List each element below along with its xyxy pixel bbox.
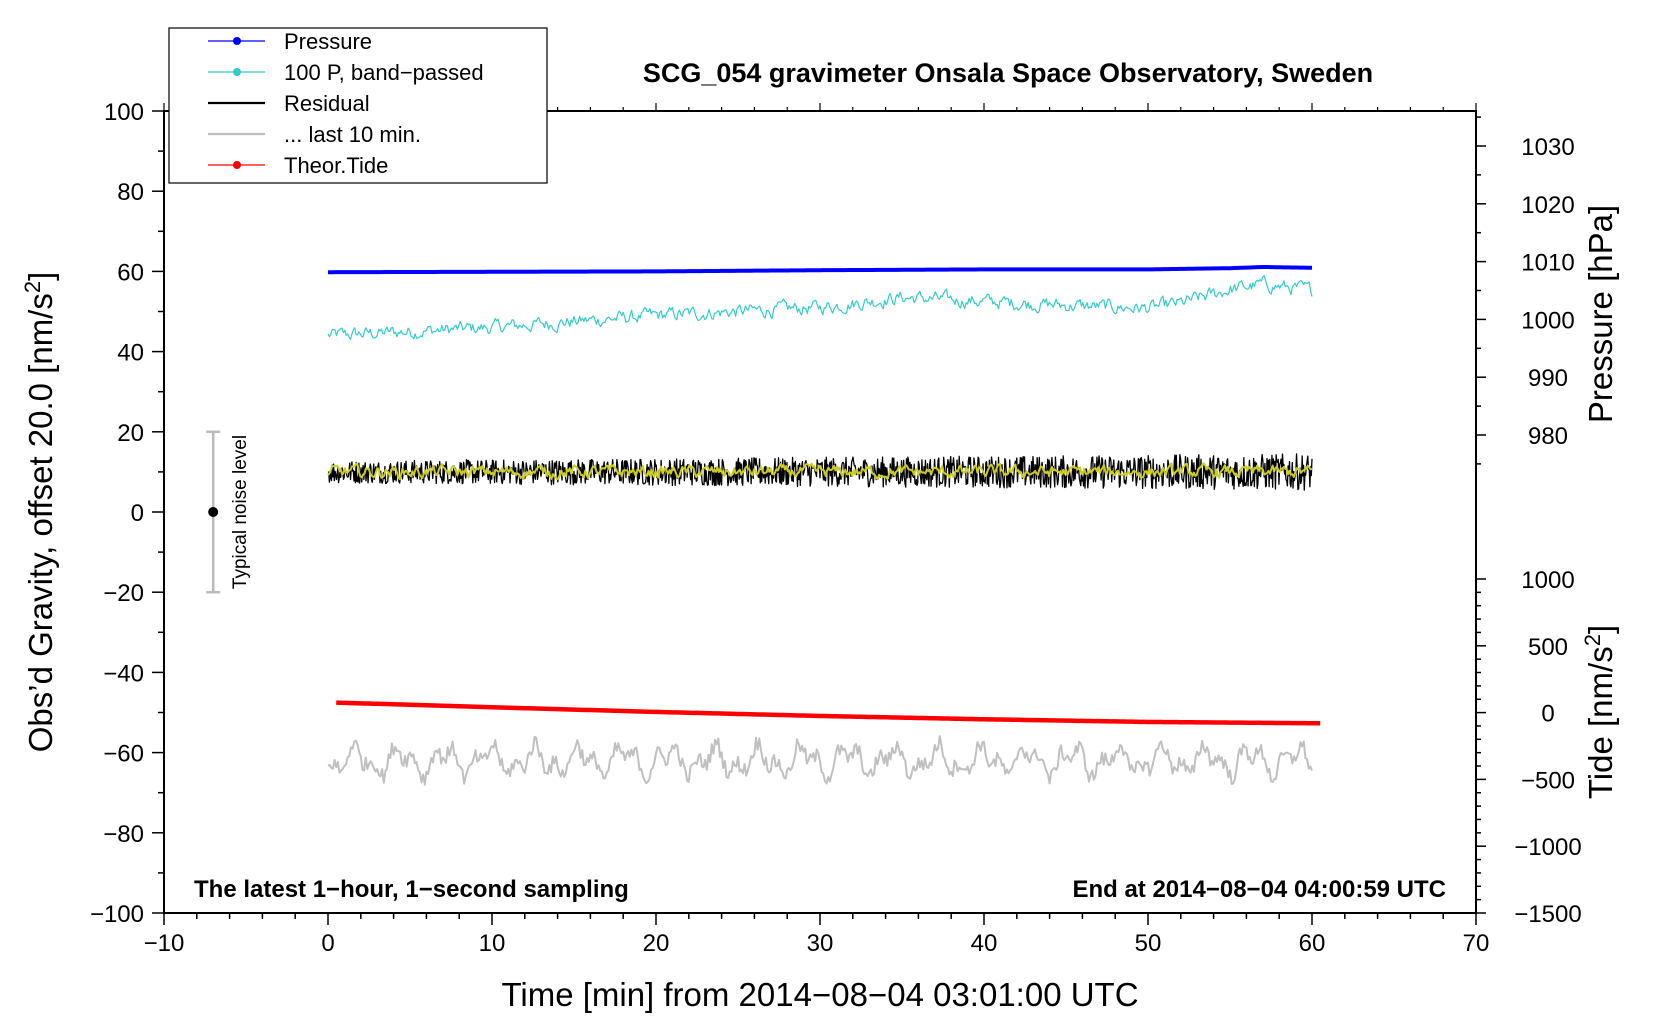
tide-tick-label: −1000 — [1514, 834, 1581, 861]
y-tick-label: 40 — [117, 340, 144, 367]
y-axis-title: Obs’d Gravity, offset 20.0 [nm/s2] — [20, 272, 59, 753]
series-100-p-band-passed — [327, 275, 1313, 340]
tide-tick-label: 500 — [1528, 634, 1568, 661]
y-tick-label: 80 — [117, 179, 144, 206]
series--last-10-min- — [327, 735, 1313, 786]
series-residual-smoothed — [327, 462, 1313, 481]
tide-axis-title-main: Tide [nm/s — [1582, 646, 1619, 799]
x-tick-label: 0 — [321, 930, 334, 957]
pressure-tick-label: 1010 — [1521, 250, 1574, 277]
sampling-note: The latest 1−hour, 1−second sampling — [194, 876, 629, 903]
y-tick-label: −80 — [103, 821, 144, 848]
tide-tick-label: −1500 — [1514, 901, 1581, 928]
x-tick-label: −10 — [144, 930, 185, 957]
legend-label: 100 P, band−passed — [284, 60, 484, 85]
tide-axis-title-end: ] — [1582, 625, 1619, 634]
tide-tick-label: 1000 — [1521, 567, 1574, 594]
chart-title: SCG_054 gravimeter Onsala Space Observat… — [643, 58, 1373, 88]
y-axis-left: −100 −80 −60 −40 −20 0 20 40 60 80 100 — [90, 99, 164, 928]
noise-level-indicator — [206, 430, 221, 594]
y-axis-title-end: ] — [22, 272, 59, 281]
x-tick-label: 70 — [1463, 930, 1490, 957]
noise-bar-center — [208, 507, 219, 517]
series-theor-tide — [336, 700, 1321, 726]
legend: Pressure 100 P, band−passed Residual ... la… — [168, 27, 548, 184]
pressure-tick-label: 990 — [1528, 365, 1568, 392]
legend-label: Theor.Tide — [284, 153, 388, 178]
x-tick-label: 20 — [643, 930, 670, 957]
noise-level-label: Typical noise level — [230, 435, 251, 589]
y-tick-label: 20 — [117, 420, 144, 447]
y-axis-tide: −1500 −1000 −500 0 500 1000 — [1476, 567, 1582, 928]
x-tick-label: 40 — [971, 930, 998, 957]
x-tick-label: 50 — [1135, 930, 1162, 957]
y-tick-label: 100 — [104, 99, 144, 126]
y-axis-title-main: Obs’d Gravity, offset 20.0 [nm/s — [22, 293, 59, 752]
y-axis-title-sup: 2 — [20, 281, 45, 293]
legend-marker — [233, 161, 241, 169]
pressure-tick-label: 980 — [1528, 423, 1568, 450]
pressure-axis-title: Pressure [hPa] — [1582, 205, 1619, 423]
y-axis-pressure: 980 990 1000 1010 1020 1030 — [1476, 116, 1575, 465]
x-axis: −10 0 10 20 30 40 50 60 70 — [144, 103, 1490, 957]
legend-box — [168, 27, 548, 184]
legend-label: ... last 10 min. — [284, 122, 421, 147]
plot-frame — [163, 110, 1477, 914]
legend-label: Residual — [284, 91, 370, 116]
y-tick-label: 0 — [131, 500, 144, 527]
x-tick-label: 30 — [807, 930, 834, 957]
y-tick-label: −60 — [103, 741, 144, 768]
tide-tick-label: −500 — [1521, 767, 1575, 794]
y-tick-label: −100 — [90, 901, 144, 928]
tide-axis-title-sup: 2 — [1580, 634, 1605, 646]
legend-label: Pressure — [284, 29, 372, 54]
end-time-note: End at 2014−08−04 04:00:59 UTC — [1072, 876, 1446, 903]
y-tick-label: −40 — [103, 660, 144, 687]
x-tick-label: 10 — [479, 930, 506, 957]
pressure-tick-label: 1020 — [1521, 192, 1574, 219]
pressure-tick-label: 1030 — [1521, 134, 1574, 161]
tide-axis-title: Tide [nm/s2] — [1580, 625, 1619, 799]
pressure-tick-label: 1000 — [1521, 307, 1574, 334]
y-tick-label: −20 — [103, 580, 144, 607]
series-pressure — [327, 264, 1313, 275]
tide-tick-label: 0 — [1541, 701, 1554, 728]
legend-marker — [233, 68, 241, 76]
x-axis-title: Time [min] from 2014−08−04 03:01:00 UTC — [501, 976, 1138, 1013]
x-tick-label: 60 — [1299, 930, 1326, 957]
series-layer — [327, 264, 1321, 786]
legend-marker — [233, 37, 241, 45]
y-tick-label: 60 — [117, 259, 144, 286]
